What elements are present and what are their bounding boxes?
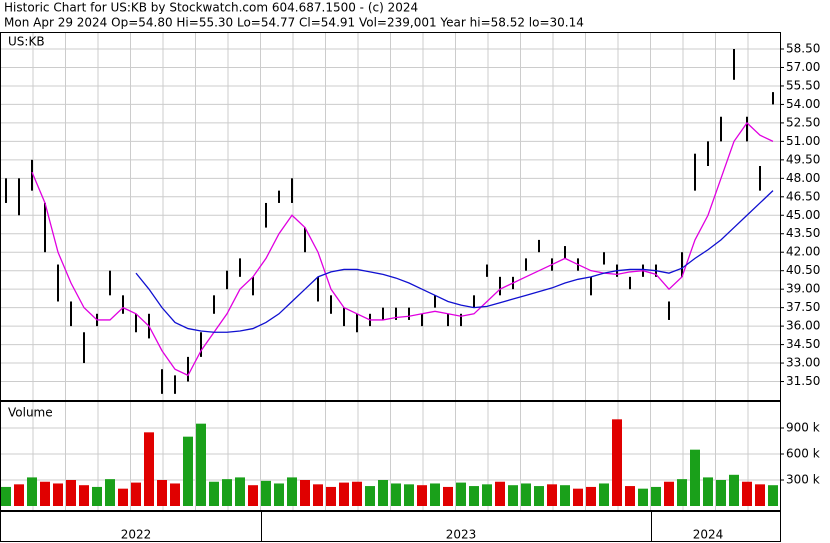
volume-bar [92, 486, 102, 506]
volume-bar [209, 481, 219, 506]
volume-bar [664, 481, 674, 506]
volume-bar [599, 483, 609, 506]
volume-label: Volume [8, 406, 53, 420]
volume-bar [183, 436, 193, 506]
volume-bar [352, 481, 362, 506]
y-tick-label: 31.50 [786, 374, 820, 388]
volume-bar [651, 486, 661, 506]
volume-bar [612, 419, 622, 506]
volume-bar [261, 480, 271, 506]
volume-bar [443, 486, 453, 506]
header-line: Historic Chart for US:KB by Stockwatch.c… [4, 1, 418, 15]
volume-bar [105, 479, 115, 506]
volume-bar [508, 485, 518, 506]
volume-bar [1, 486, 11, 506]
volume-bar [560, 485, 570, 506]
volume-bar [170, 483, 180, 506]
volume-bar [40, 481, 50, 506]
volume-bar [391, 483, 401, 506]
y-tick-label: 42.00 [786, 245, 820, 259]
volume-bar [417, 485, 427, 506]
price-panel [0, 32, 781, 401]
y-tick-label: 37.50 [786, 300, 820, 314]
volume-bar [482, 484, 492, 506]
y-tick-label: 49.50 [786, 152, 820, 166]
volume-bar [742, 481, 752, 506]
y-tick-label: 51.00 [786, 134, 820, 148]
y-tick-label: 54.00 [786, 97, 820, 111]
volume-bar [66, 480, 76, 506]
y-tick-label: 40.50 [786, 263, 820, 277]
y-tick-label: 45.00 [786, 208, 820, 222]
symbol-label: US:KB [8, 35, 45, 49]
volume-bar [248, 485, 258, 506]
volume-bar [456, 482, 466, 506]
header-line: Mon Apr 29 2024 Op=54.80 Hi=55.30 Lo=54.… [4, 16, 584, 30]
y-tick-label: 34.50 [786, 337, 820, 351]
volume-bar [690, 449, 700, 506]
volume-bar [378, 480, 388, 506]
volume-bar [521, 483, 531, 506]
x-tick-label: 2024 [693, 528, 724, 542]
volume-bar [326, 486, 336, 506]
y-tick-label: 300 k [786, 473, 820, 487]
volume-bar [131, 482, 141, 506]
y-tick-label: 36.00 [786, 319, 820, 333]
volume-bar [118, 488, 128, 506]
volume-bar [430, 483, 440, 506]
volume-bar [716, 480, 726, 506]
y-tick-label: 39.00 [786, 282, 820, 296]
volume-bar [625, 486, 635, 506]
volume-bar [495, 481, 505, 506]
x-tick-label: 2022 [121, 528, 152, 542]
volume-bar [339, 482, 349, 506]
x-tick-label: 2023 [446, 528, 477, 542]
volume-bar [274, 483, 284, 506]
volume-bar [573, 488, 583, 506]
volume-bar [287, 477, 297, 506]
volume-bar [547, 484, 557, 506]
volume-bar [469, 486, 479, 506]
volume-bar [768, 485, 778, 506]
volume-bar [404, 484, 414, 506]
volume-bar [313, 484, 323, 506]
volume-bar [586, 486, 596, 506]
volume-bar [729, 474, 739, 506]
y-tick-label: 43.50 [786, 226, 820, 240]
y-tick-label: 57.00 [786, 60, 820, 74]
volume-bar [53, 483, 63, 506]
volume-bar [677, 479, 687, 506]
y-tick-label: 58.50 [786, 42, 820, 56]
moving-average [135, 190, 774, 333]
volume-bar [27, 477, 37, 506]
moving-average [31, 121, 774, 377]
y-tick-label: 46.50 [786, 189, 820, 203]
y-tick-label: 55.50 [786, 78, 820, 92]
time-axis [0, 511, 781, 542]
y-tick-label: 900 k [786, 421, 820, 435]
y-tick-label: 600 k [786, 447, 820, 461]
volume-bar [157, 480, 167, 506]
volume-bar [79, 485, 89, 506]
volume-bar [144, 432, 154, 506]
volume-bar [755, 484, 765, 506]
volume-bar [703, 477, 713, 506]
volume-bar [196, 423, 206, 506]
volume-bar [222, 479, 232, 506]
month-grid [32, 33, 749, 510]
volume-panel [0, 401, 781, 511]
volume-bar [638, 488, 648, 506]
y-tick-label: 48.00 [786, 171, 820, 185]
volume-bar [14, 484, 24, 506]
volume-bar [235, 477, 245, 506]
volume-bar [534, 486, 544, 506]
y-tick-label: 52.50 [786, 115, 820, 129]
volume-bar [365, 486, 375, 506]
volume-bar [300, 480, 310, 506]
y-tick-label: 33.00 [786, 356, 820, 370]
